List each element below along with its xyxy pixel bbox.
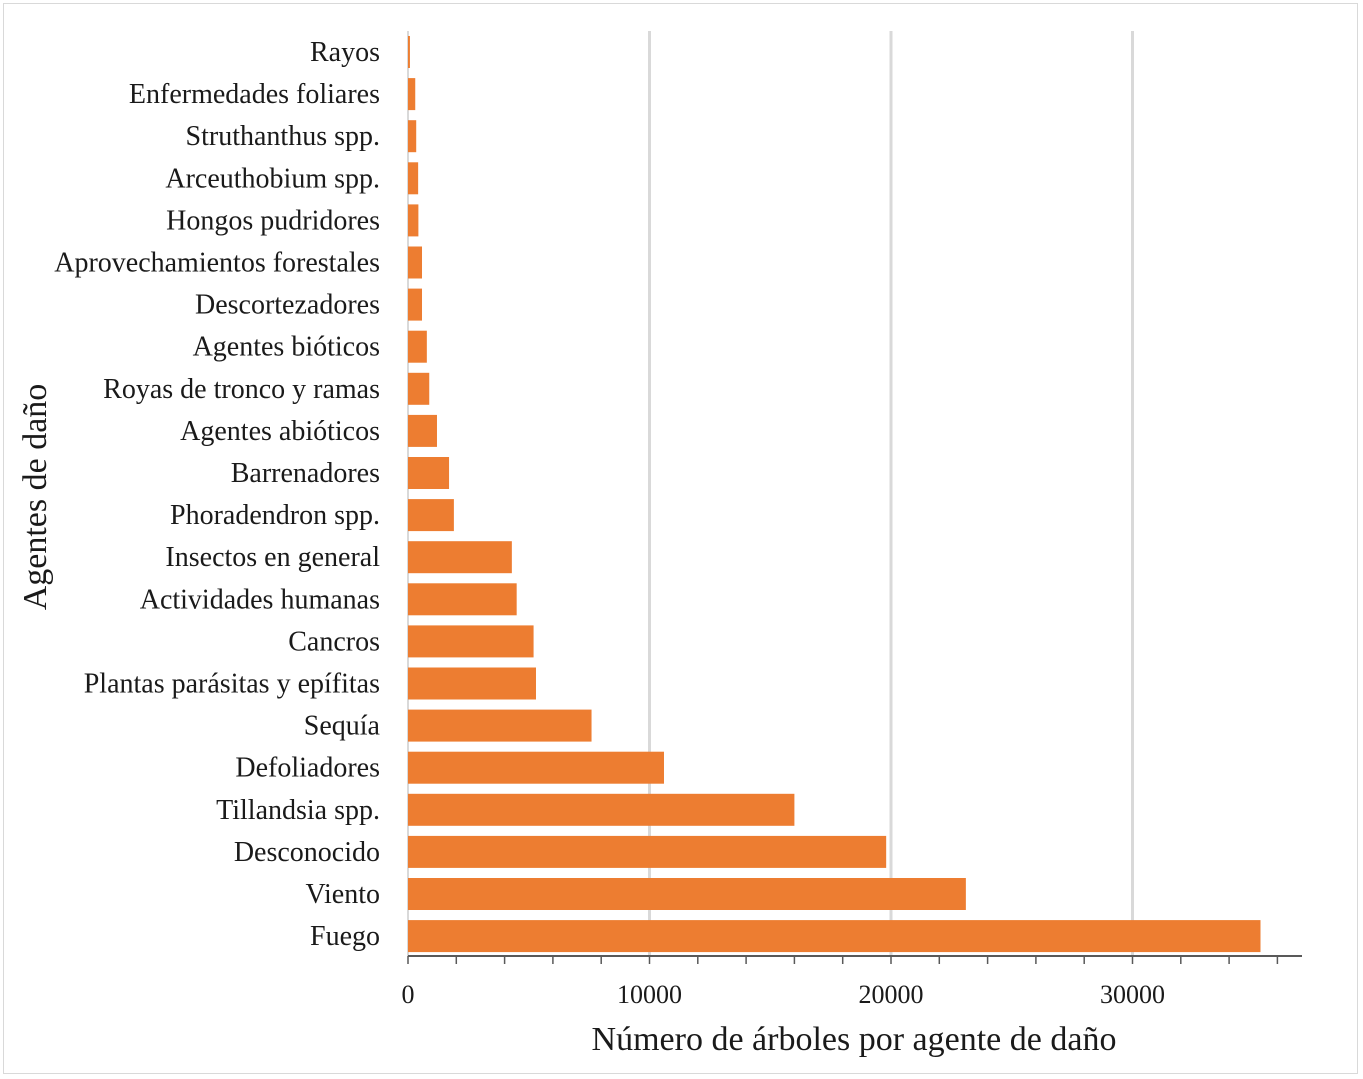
category-label-10: Agentes abióticos	[180, 416, 380, 447]
category-label-20: Desconocido	[234, 837, 380, 868]
bar-12	[408, 499, 454, 532]
category-label-5: Hongos pudridores	[166, 205, 380, 236]
x-axis	[407, 955, 1302, 964]
category-label-11: Barrenadores	[231, 458, 380, 489]
category-label-8: Agentes bióticos	[193, 332, 380, 363]
bar-9	[408, 372, 430, 405]
x-tick-label-20000: 20000	[859, 980, 924, 1009]
category-label-15: Cancros	[288, 626, 380, 657]
bar-chart: Rayos Enfermedades foliares Struthanthus s…	[17, 31, 1302, 1058]
category-label-14: Actividades humanas	[140, 584, 380, 615]
category-label-6: Aprovechamientos forestales	[54, 248, 380, 279]
bar-13	[408, 541, 512, 574]
bars	[408, 36, 1261, 953]
bar-22	[408, 920, 1261, 953]
category-label-12: Phoradendron spp.	[170, 500, 380, 531]
bar-6	[408, 246, 423, 279]
category-label-7: Descortezadores	[195, 290, 380, 321]
bar-4	[408, 162, 419, 195]
bar-10	[408, 414, 437, 447]
bar-3	[408, 120, 417, 153]
bar-15	[408, 625, 534, 658]
category-label-9: Royas de tronco y ramas	[103, 374, 380, 405]
bar-1	[408, 36, 410, 68]
bar-5	[408, 204, 419, 237]
x-tick-label-30000: 30000	[1100, 980, 1165, 1009]
category-label-13: Insectos en general	[165, 542, 380, 573]
x-tick-label-10000: 10000	[617, 980, 682, 1009]
category-label-3: Struthanthus spp.	[186, 121, 380, 152]
category-label-21: Viento	[305, 879, 380, 910]
bar-20	[408, 835, 887, 868]
category-label-4: Arceuthobium spp.	[165, 163, 380, 194]
chart-frame: Rayos Enfermedades foliares Struthanthus s…	[3, 3, 1358, 1074]
category-label-18: Defoliadores	[235, 753, 380, 784]
category-label-2: Enfermedades foliares	[129, 79, 380, 110]
bar-8	[408, 330, 427, 363]
category-label-1: Rayos	[310, 37, 380, 68]
x-tick-labels: 0 10000 20000 30000	[402, 980, 1166, 1009]
y-axis-title: Agentes de daño	[17, 384, 54, 611]
bar-14	[408, 583, 517, 616]
bar-21	[408, 878, 966, 910]
category-label-17: Sequía	[304, 711, 381, 742]
category-label-19: Tillandsia spp.	[216, 795, 380, 826]
bar-11	[408, 457, 450, 489]
bar-17	[408, 709, 592, 742]
x-tick-label-0: 0	[402, 980, 415, 1009]
bar-16	[408, 667, 536, 700]
bar-2	[408, 78, 416, 111]
bar-19	[408, 793, 795, 826]
category-label-22: Fuego	[310, 921, 380, 952]
bar-7	[408, 288, 423, 321]
x-axis-title: Número de árboles por agente de daño	[592, 1021, 1117, 1058]
category-label-16: Plantas parásitas y epífitas	[84, 669, 380, 700]
category-labels: Rayos Enfermedades foliares Struthanthus s…	[54, 37, 380, 952]
bar-18	[408, 751, 664, 784]
